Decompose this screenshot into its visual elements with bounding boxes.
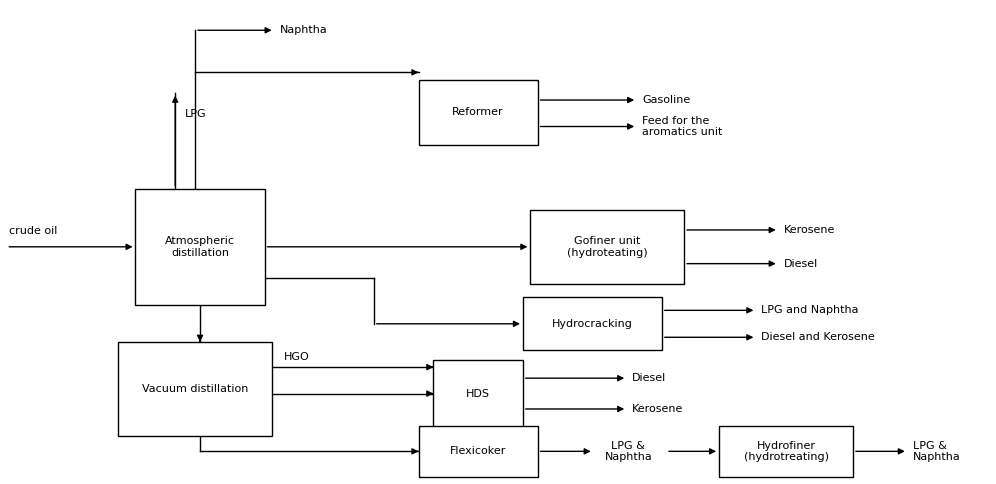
- Text: HDS: HDS: [466, 389, 490, 399]
- Text: Reformer: Reformer: [452, 107, 504, 117]
- Text: LPG &
Naphtha: LPG & Naphtha: [912, 440, 960, 462]
- Text: LPG: LPG: [185, 109, 207, 119]
- Text: Kerosene: Kerosene: [632, 404, 683, 414]
- FancyBboxPatch shape: [418, 426, 538, 477]
- Text: crude oil: crude oil: [9, 226, 58, 236]
- Text: Vacuum distillation: Vacuum distillation: [141, 384, 248, 394]
- FancyBboxPatch shape: [433, 360, 523, 427]
- Text: Kerosene: Kerosene: [784, 225, 835, 235]
- Text: Diesel: Diesel: [784, 258, 818, 269]
- Text: Hydrofiner
(hydrotreating): Hydrofiner (hydrotreating): [744, 440, 829, 462]
- FancyBboxPatch shape: [530, 210, 684, 284]
- Text: Diesel: Diesel: [632, 373, 666, 383]
- Text: Diesel and Kerosene: Diesel and Kerosene: [761, 333, 874, 342]
- Text: Naphtha: Naphtha: [280, 25, 328, 35]
- FancyBboxPatch shape: [135, 189, 265, 304]
- Text: Gofiner unit
(hydroteating): Gofiner unit (hydroteating): [567, 236, 647, 257]
- Text: Hydrocracking: Hydrocracking: [552, 319, 632, 329]
- FancyBboxPatch shape: [418, 79, 538, 145]
- Text: Flexicoker: Flexicoker: [450, 446, 506, 456]
- FancyBboxPatch shape: [523, 297, 662, 350]
- Text: Feed for the
aromatics unit: Feed for the aromatics unit: [642, 116, 722, 137]
- Text: Gasoline: Gasoline: [642, 95, 690, 105]
- FancyBboxPatch shape: [719, 426, 854, 477]
- Text: HGO: HGO: [284, 352, 310, 363]
- Text: LPG &
Naphtha: LPG & Naphtha: [605, 440, 652, 462]
- FancyBboxPatch shape: [119, 342, 272, 436]
- Text: LPG and Naphtha: LPG and Naphtha: [761, 305, 859, 316]
- Text: Atmospheric
distillation: Atmospheric distillation: [165, 236, 235, 257]
